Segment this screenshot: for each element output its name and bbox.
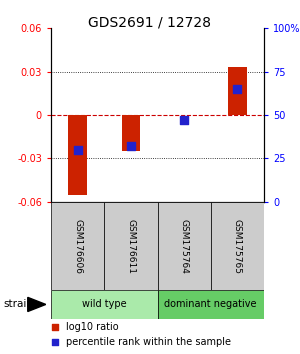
Text: wild type: wild type [82,299,127,309]
Bar [51,290,158,319]
Point [53,340,58,346]
Text: log10 ratio: log10 ratio [66,321,118,332]
Bar [104,202,158,290]
Text: percentile rank within the sample: percentile rank within the sample [66,337,231,348]
Bar [158,290,264,319]
Bar [68,115,87,195]
Text: GSM176611: GSM176611 [126,218,135,274]
Polygon shape [28,297,46,312]
Bar [228,67,247,115]
Point [235,86,240,92]
Text: GDS2691 / 12728: GDS2691 / 12728 [88,16,212,30]
Bar [211,202,264,290]
Bar [158,202,211,290]
Point [75,147,80,153]
Text: dominant negative: dominant negative [164,299,257,309]
Text: GSM176606: GSM176606 [73,218,82,274]
Bar [122,115,140,151]
Point [53,324,58,329]
Point [182,118,187,123]
Bar [51,202,104,290]
Point [128,143,133,149]
Text: GSM175765: GSM175765 [233,218,242,274]
Text: strain: strain [3,299,33,309]
Text: GSM175764: GSM175764 [180,218,189,274]
